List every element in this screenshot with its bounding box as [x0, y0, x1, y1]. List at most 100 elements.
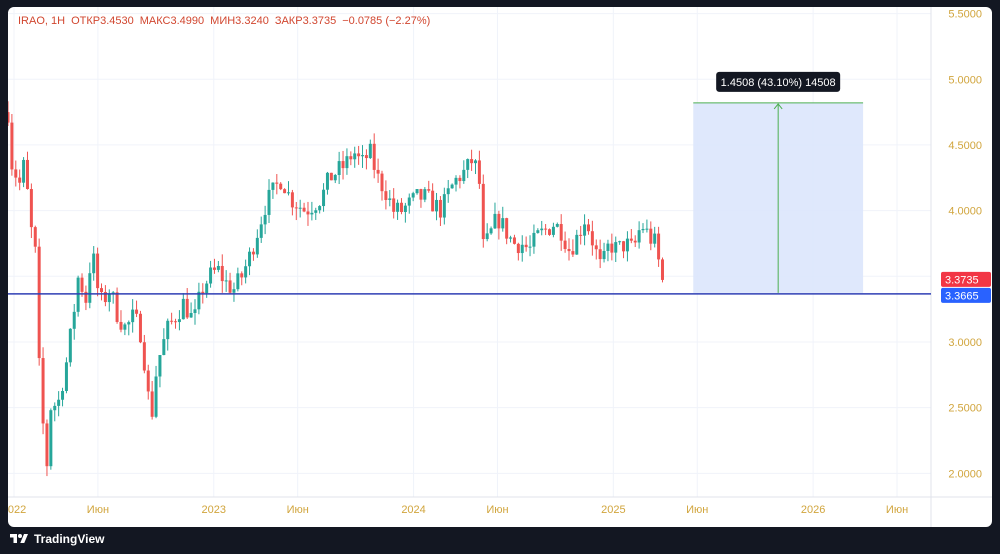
price-chart[interactable]: 2.00002.50003.00003.50004.00004.50005.00…: [8, 7, 992, 527]
candle-body: [209, 267, 213, 284]
candle-body: [337, 161, 341, 175]
candle-body: [555, 224, 559, 227]
candle-body: [107, 293, 111, 303]
legend-open-label: ОТКР: [71, 15, 101, 27]
tradingview-brand[interactable]: TradingView: [10, 532, 104, 546]
candle-body: [458, 177, 462, 182]
candle-body: [357, 153, 361, 157]
candle-body: [411, 193, 415, 198]
tradingview-logo-icon: [10, 534, 28, 543]
candle-body: [505, 218, 509, 239]
candle-body: [442, 194, 446, 218]
candle-body: [477, 160, 481, 184]
candle-body: [68, 328, 72, 363]
candle-body: [415, 189, 419, 194]
price-axis[interactable]: 2.00002.50003.00003.50004.00004.50005.00…: [948, 9, 982, 481]
x-tick-label: Июн: [87, 504, 109, 516]
legend-high-value: 3.4990: [170, 15, 205, 27]
chart-panel[interactable]: 2.00002.50003.00003.50004.00004.50005.00…: [8, 7, 992, 527]
candle-body: [135, 309, 139, 314]
candle-body: [25, 159, 29, 190]
candle-body: [396, 202, 400, 212]
close-price-tag: [941, 271, 991, 287]
candle-body: [286, 192, 290, 194]
candle-body: [53, 405, 57, 411]
candle-body: [92, 253, 96, 274]
x-tick-label: 2023: [202, 504, 226, 516]
legend-symbol[interactable]: IRAO, 1Н: [18, 15, 66, 27]
candle-body: [84, 291, 88, 303]
candle-body: [470, 159, 474, 164]
candle-body: [154, 376, 158, 417]
candle-body: [201, 291, 205, 294]
candle-body: [361, 155, 365, 157]
y-tick-label: 5.0000: [948, 74, 982, 86]
candle-body: [166, 320, 170, 340]
candle-body: [76, 277, 80, 312]
candle-body: [290, 192, 294, 208]
candle-body: [216, 265, 220, 270]
legend-close-value: 3.3735: [302, 15, 337, 27]
legend-change: −0.0785 (−2.27%): [342, 15, 431, 27]
measure-label-bg: [716, 71, 841, 92]
candle-body: [29, 189, 33, 228]
candle-body: [606, 243, 610, 251]
candle-body: [376, 169, 380, 174]
candle-body: [473, 160, 477, 164]
candle-body: [310, 212, 314, 215]
measure-arrow-head: [773, 103, 783, 110]
candle-body: [271, 182, 275, 190]
candle-body: [540, 228, 544, 231]
footer-bar: TradingView: [0, 527, 1000, 554]
y-tick-label: 4.0000: [948, 206, 982, 218]
legend-close-label: ЗАКР: [274, 15, 303, 27]
x-tick-label: 2024: [401, 504, 425, 516]
candle-body: [146, 370, 150, 392]
candle-body: [435, 199, 439, 212]
candle-body: [454, 177, 458, 185]
candle-body: [99, 288, 103, 293]
x-tick-label: 2025: [601, 504, 625, 516]
candle-body: [41, 358, 45, 424]
candle-body: [407, 197, 411, 206]
candle-body: [602, 250, 606, 260]
candle-body: [329, 172, 333, 181]
candle-body: [657, 233, 661, 260]
candle-body: [138, 313, 142, 343]
candle-body: [419, 189, 423, 200]
candle-body: [131, 309, 135, 323]
candle-body: [583, 224, 587, 236]
candle-body: [399, 202, 403, 213]
candle-body: [497, 213, 501, 229]
candle-body: [610, 243, 614, 253]
candle-body: [384, 191, 388, 200]
candle-body: [403, 205, 407, 213]
candle-body: [88, 273, 92, 303]
candle-body: [653, 233, 657, 244]
candle-body: [189, 313, 193, 318]
measure-tool[interactable]: [693, 102, 864, 293]
candle-body: [641, 228, 645, 231]
candle-body: [123, 324, 127, 330]
candle-body: [392, 198, 396, 212]
candle-body: [240, 273, 244, 278]
candle-body: [649, 228, 653, 244]
candle-body: [263, 214, 267, 225]
candle-body: [64, 362, 68, 392]
candle-body: [22, 159, 26, 183]
y-tick-label: 3.0000: [948, 337, 982, 349]
time-axis[interactable]: 2022 Июн 2023 Июн 2024 Июн 2025 Июн 2026 Июн: [8, 504, 908, 516]
candle-body: [579, 234, 583, 236]
candle-body: [614, 242, 618, 253]
candle-body: [318, 206, 322, 211]
candle-body: [598, 249, 602, 260]
candle-body: [536, 230, 540, 233]
candle-body: [96, 253, 100, 289]
candle-body: [37, 246, 41, 359]
candle-body: [255, 237, 259, 255]
candle-body: [174, 321, 178, 323]
x-tick-label: Июн: [686, 504, 708, 516]
candle-body: [450, 184, 454, 189]
line-price-tag: [941, 287, 991, 303]
candle-body: [462, 169, 466, 182]
